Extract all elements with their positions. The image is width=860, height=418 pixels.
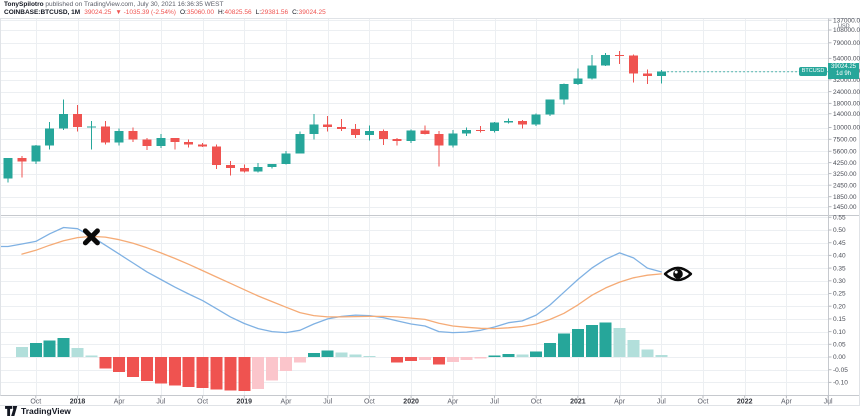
svg-text:5600.00: 5600.00	[833, 149, 857, 156]
candles-layer	[3, 50, 666, 183]
badge-countdown: 1d 9h	[835, 71, 851, 77]
svg-text:2020: 2020	[403, 399, 419, 406]
publish-info: published on TradingView.com, July 30, 2…	[43, 1, 224, 8]
svg-text:18000.00: 18000.00	[833, 101, 860, 108]
svg-text:2018: 2018	[70, 399, 86, 406]
grid-layer	[0, 18, 829, 396]
ohlc-open: O:35060.00	[179, 9, 214, 16]
symbol-title: COINBASE:BTCUSD, 1M	[4, 9, 81, 16]
svg-text:79000.00: 79000.00	[833, 40, 860, 47]
time-axis[interactable]: Oct 2018 Apr Jul Oct 2019 Apr Jul Oct 2020 Apr Jul O…	[30, 395, 833, 406]
svg-text:Jul: Jul	[824, 399, 833, 406]
svg-text:Jul: Jul	[657, 399, 666, 406]
svg-text:0.25: 0.25	[833, 291, 846, 298]
macd-histogram	[15, 322, 668, 391]
last-price-badge: 39024.25 1d 9h	[828, 63, 859, 79]
svg-text:-0.10: -0.10	[833, 380, 848, 387]
svg-text:0.30: 0.30	[833, 278, 846, 285]
indicator-axis[interactable]: 0.55 0.50 0.45 0.40 0.35 0.30 0.25 0.20 0.15 0.10…	[828, 215, 849, 387]
svg-text:Apr: Apr	[447, 399, 459, 406]
svg-text:Jul: Jul	[490, 399, 499, 406]
svg-text:10000.00: 10000.00	[833, 125, 860, 132]
author-name: TonySpilotro	[4, 1, 44, 8]
price-axis[interactable]: USD137000.00108000.0079000.0054000.00400…	[828, 17, 860, 211]
symbol-status-line: COINBASE:BTCUSD, 1M 39024.25 ▼ -1035.39 (-…	[4, 9, 326, 17]
svg-text:Apr: Apr	[114, 399, 126, 406]
tradingview-logo[interactable]: TradingView	[5, 406, 71, 416]
svg-text:4250.00: 4250.00	[833, 160, 857, 167]
svg-text:0.00: 0.00	[833, 354, 846, 361]
svg-text:Jul: Jul	[156, 399, 165, 406]
chart-frame	[0, 18, 860, 406]
svg-text:Oct: Oct	[364, 399, 375, 406]
macd-line	[0, 226, 662, 334]
tradingview-logo-icon	[5, 406, 18, 416]
svg-text:0.20: 0.20	[833, 303, 846, 310]
svg-text:0.05: 0.05	[833, 342, 846, 349]
svg-text:32000.00: 32000.00	[833, 77, 860, 84]
ohlc-high: H:40825.56	[217, 9, 252, 16]
svg-text:137000.00: 137000.00	[833, 17, 860, 24]
svg-text:0.55: 0.55	[833, 215, 846, 222]
badge-price: 39024.25	[830, 64, 857, 70]
svg-text:2022: 2022	[737, 399, 753, 406]
byline: TonySpilotro published on TradingView.co…	[4, 1, 326, 9]
svg-text:108000.00: 108000.00	[833, 27, 860, 34]
svg-text:Oct: Oct	[698, 399, 709, 406]
price-change-text: ▼ -1035.39 (-2.54%)	[115, 9, 176, 16]
svg-text:-0.05: -0.05	[833, 367, 848, 374]
eye-marker-icon[interactable]	[663, 266, 693, 282]
svg-text:Oct: Oct	[30, 399, 41, 406]
svg-text:54000.00: 54000.00	[833, 56, 860, 63]
x-marker-icon[interactable]	[82, 228, 100, 246]
svg-text:0.45: 0.45	[833, 240, 846, 247]
ohlc-low: L:29381.56	[255, 9, 289, 16]
ohlc-close: C:39024.25	[292, 9, 326, 16]
macd-signal-line	[21, 235, 662, 330]
svg-text:3250.00: 3250.00	[833, 171, 857, 178]
axis-currency-label: USD	[838, 24, 850, 30]
svg-text:0.50: 0.50	[833, 227, 846, 234]
svg-text:0.15: 0.15	[833, 316, 846, 323]
svg-text:Jul: Jul	[323, 399, 332, 406]
svg-text:14000.00: 14000.00	[833, 111, 860, 118]
svg-text:Oct: Oct	[531, 399, 542, 406]
svg-text:2019: 2019	[237, 399, 253, 406]
chart-header: TonySpilotro published on TradingView.co…	[4, 1, 326, 17]
svg-text:1450.00: 1450.00	[833, 204, 857, 211]
svg-text:7500.00: 7500.00	[833, 137, 857, 144]
last-price-text: 39024.25	[84, 9, 112, 16]
symbol-price-tag: BTCUSD	[799, 67, 827, 76]
svg-text:2450.00: 2450.00	[833, 182, 857, 189]
svg-text:2021: 2021	[570, 399, 586, 406]
svg-text:24000.00: 24000.00	[833, 89, 860, 96]
svg-text:1850.00: 1850.00	[833, 194, 857, 201]
svg-text:Oct: Oct	[197, 399, 208, 406]
svg-text:Apr: Apr	[614, 399, 626, 406]
svg-text:Apr: Apr	[781, 399, 793, 406]
svg-text:0.40: 0.40	[833, 253, 846, 260]
svg-text:0.35: 0.35	[833, 265, 846, 272]
svg-text:0.10: 0.10	[833, 329, 846, 336]
svg-text:Apr: Apr	[281, 399, 293, 406]
logo-text: TradingView	[21, 406, 71, 416]
